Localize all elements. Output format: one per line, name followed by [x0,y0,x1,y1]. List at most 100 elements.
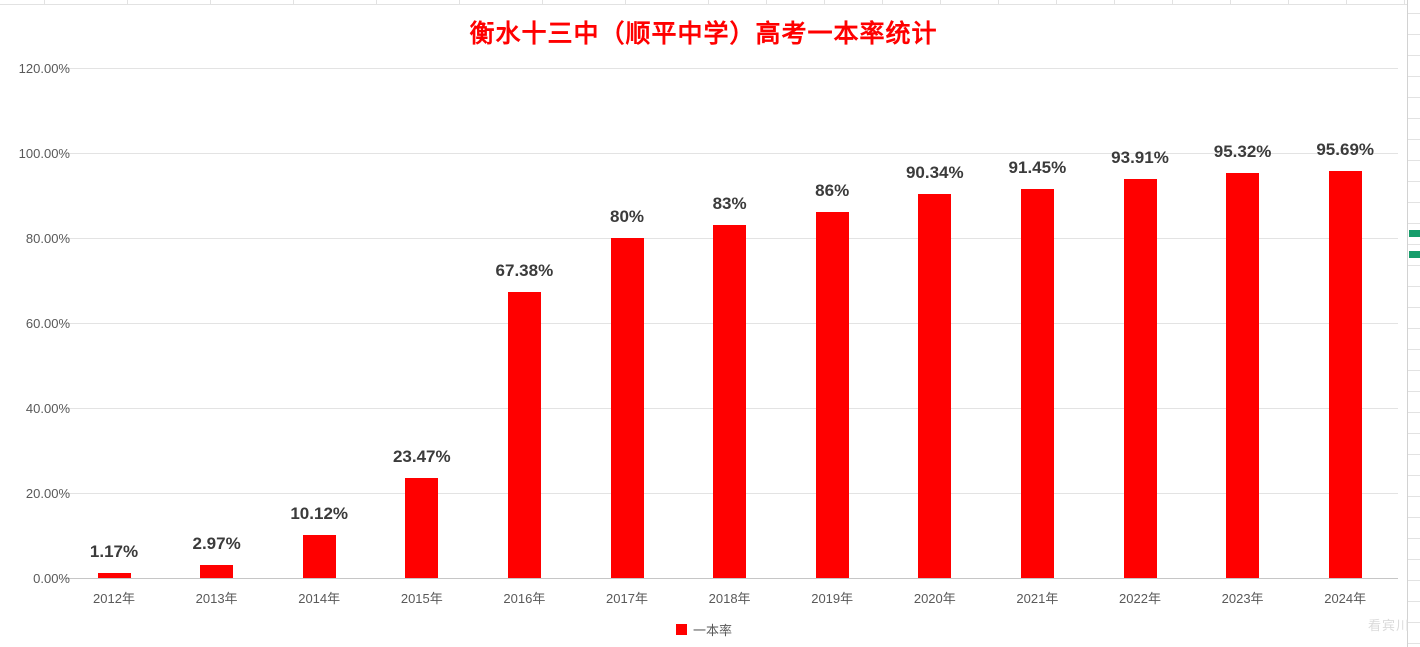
bar-value-label: 95.32% [1213,142,1272,161]
sheet-row-gridline [1408,265,1420,266]
sheet-row-gridline [1408,601,1420,602]
bar-value-label: 67.38% [495,261,554,280]
sheet-column-gridline [625,0,626,4]
sheet-row-gridline [1408,244,1420,245]
y-gridline [65,68,1398,69]
chart-title[interactable]: 衡水十三中（顺平中学）高考一本率统计 [469,21,938,48]
sheet-top-gridline [0,4,1407,5]
sheet-row-gridline [1408,370,1420,371]
x-axis-tick-label: 2013年 [195,591,238,606]
sheet-column-gridline [882,0,883,4]
sheet-row-gridline [1408,286,1420,287]
x-axis-tick-label: 2012年 [93,591,135,606]
sheet-column-gridline [44,0,45,4]
sheet-column-gridline [459,0,460,4]
sheet-row-gridline [1408,181,1420,182]
bar-2012[interactable] [97,573,131,578]
x-axis-line [65,578,1398,579]
sheet-row-gridline [1408,349,1420,350]
bar-2023[interactable] [1226,173,1260,578]
sheet-row-gridline [1408,475,1420,476]
bar-value-label: 93.91% [1111,148,1169,167]
x-axis-tick-label: 2018年 [708,591,751,606]
y-axis-tick-label: 120.00% [18,61,70,76]
sheet-row-gridline [1408,139,1420,140]
bar-2015[interactable] [405,478,439,578]
x-axis-tick-label: 2022年 [1119,591,1161,606]
sheet-column-gridline [766,0,767,4]
bar-2024[interactable] [1328,171,1362,578]
sheet-column-gridline [940,0,941,4]
bar-2013[interactable] [200,565,234,578]
y-axis-tick-label: 40.00% [25,401,70,416]
bar-value-label: 95.69% [1316,140,1375,159]
bar-value-label: 1.17% [89,542,139,561]
green-cell-fragment [1409,230,1420,237]
sheet-row-gridline [1408,13,1420,14]
sheet-column-gridline [376,0,377,4]
sheet-row-gridline [1408,97,1420,98]
x-axis-tick-label: 2023年 [1221,591,1264,606]
bar-2020[interactable] [918,194,952,578]
watermark: 看宾川 [1368,618,1411,633]
bar-value-label: 2.97% [192,534,241,553]
sheet-row-gridline [1408,580,1420,581]
sheet-row-gridline [1408,622,1420,623]
sheet-row-gridline [1408,307,1420,308]
sheet-column-gridline [293,0,294,4]
sheet-row-gridline [1408,118,1420,119]
y-axis-tick-label: 60.00% [25,316,70,331]
y-axis-tick-label: 20.00% [25,486,70,501]
bar-2019[interactable] [815,212,849,578]
sheet-column-gridline [1404,0,1405,4]
bar-2014[interactable] [302,535,336,578]
bar-2018[interactable] [713,225,747,578]
chart-legend[interactable]: 一本率 [676,620,732,639]
sheet-row-gridline [1408,34,1420,35]
sheet-row-gridline [1408,55,1420,56]
sheet-row-gridline [1408,76,1420,77]
bar-2016[interactable] [507,292,541,578]
sheet-row-gridline [1408,517,1420,518]
sheet-row-gridline [1408,202,1420,203]
x-axis-tick-label: 2024年 [1324,591,1367,606]
sheet-row-gridline [1408,559,1420,560]
bar-2021[interactable] [1020,189,1054,578]
sheet-column-gridline [1230,0,1231,4]
sheet-column-gridline [542,0,543,4]
y-axis-tick-label: 80.00% [25,231,70,246]
sheet-column-gridline [1172,0,1173,4]
sheet-column-gridline [127,0,128,4]
sheet-row-gridline [1408,223,1420,224]
bar-value-label: 10.12% [290,504,349,523]
sheet-column-gridline [1114,0,1115,4]
bar-value-label: 83% [712,194,747,213]
sheet-row-gridline [1408,433,1420,434]
x-axis-tick-label: 2020年 [913,591,956,606]
sheet-row-gridline [1408,412,1420,413]
x-axis-tick-label: 2021年 [1016,591,1059,606]
bar-value-label: 80% [609,207,645,226]
y-axis-tick-label: 100.00% [18,146,70,161]
sheet-right-edge-line [1407,0,1408,647]
legend-label: 一本率 [693,623,733,638]
bar-2017[interactable] [610,238,644,578]
sheet-column-gridline [824,0,825,4]
sheet-column-gridline [1056,0,1057,4]
legend-swatch-icon [676,624,687,635]
bar-value-label: 91.45% [1008,158,1067,177]
sheet-row-gridline [1408,328,1420,329]
sheet-row-gridline [1408,454,1420,455]
sheet-column-gridline [998,0,999,4]
sheet-column-gridline [210,0,211,4]
x-axis-tick-label: 2015年 [400,591,443,606]
sheet-row-gridline [1408,538,1420,539]
bar-2022[interactable] [1123,179,1157,578]
x-axis-tick-label: 2019年 [811,591,854,606]
y-axis-tick-label: 0.00% [33,571,70,586]
bar-value-label: 86% [815,181,850,200]
x-axis-tick-label: 2017年 [606,591,648,606]
x-axis-tick-label: 2016年 [503,591,546,606]
bar-value-label: 90.34% [905,163,964,182]
